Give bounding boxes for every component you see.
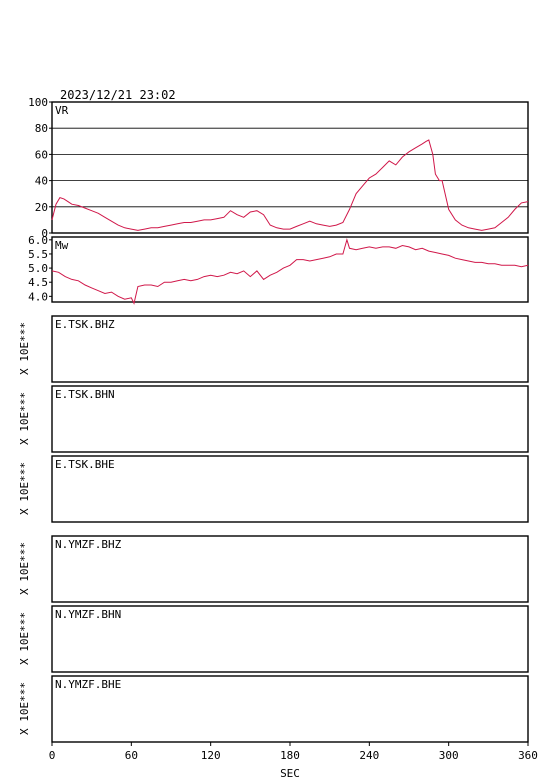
x-axis-label: SEC bbox=[280, 767, 300, 780]
waveform-panel-4: N.YMZF.BHZ X 10E*** bbox=[18, 535, 529, 603]
mw-panel: Mw 6.05.55.04.54.0 bbox=[28, 234, 529, 305]
x-tick-label: 300 bbox=[439, 749, 459, 762]
scale-label: X 10E*** bbox=[18, 392, 31, 445]
x-axis: 0 60 120 180 240 300 360 bbox=[49, 742, 538, 762]
scale-label: X 10E*** bbox=[18, 542, 31, 595]
vr-ytick-label: 40 bbox=[35, 175, 48, 188]
mw-ytick-label: 5.5 bbox=[28, 248, 48, 261]
vr-ytick-label: 80 bbox=[35, 122, 48, 135]
waveform-frame bbox=[51, 455, 529, 523]
vr-title: VR bbox=[55, 104, 69, 117]
scale-label: X 10E*** bbox=[18, 462, 31, 515]
waveform-frame bbox=[51, 535, 529, 603]
waveform-frame bbox=[51, 675, 529, 743]
station-label: E.TSK.BHE bbox=[55, 458, 115, 471]
mw-series-line bbox=[51, 238, 529, 305]
station-label: N.YMZF.BHN bbox=[55, 608, 121, 621]
station-label: E.TSK.BHN bbox=[55, 388, 115, 401]
mw-ytick-label: 4.0 bbox=[28, 290, 48, 303]
mw-ytick-label: 5.0 bbox=[28, 262, 48, 275]
x-tick-label: 180 bbox=[280, 749, 300, 762]
scale-label: X 10E*** bbox=[18, 322, 31, 375]
vr-panel: VR 100 80 60 40 20 0 bbox=[28, 96, 529, 240]
vr-ytick-label: 0 bbox=[41, 227, 48, 240]
vr-frame bbox=[51, 101, 529, 234]
waveform-panel-2: E.TSK.BHN X 10E*** bbox=[18, 385, 529, 453]
mw-ytick-label: 6.0 bbox=[28, 234, 48, 247]
station-label: N.YMZF.BHZ bbox=[55, 538, 122, 551]
mw-frame bbox=[51, 236, 529, 303]
datetime-header: 2023/12/21 23:02 bbox=[60, 88, 176, 102]
x-tick-label: 60 bbox=[125, 749, 138, 762]
vr-series-line bbox=[51, 139, 529, 231]
x-tick-label: 360 bbox=[518, 749, 538, 762]
mw-ytick-label: 4.5 bbox=[28, 276, 48, 289]
vr-ytick-label: 20 bbox=[35, 201, 48, 214]
waveform-panel-6: N.YMZF.BHE X 10E*** bbox=[18, 675, 529, 743]
x-tick-label: 0 bbox=[49, 749, 56, 762]
scale-label: X 10E*** bbox=[18, 682, 31, 735]
waveform-panel-5: N.YMZF.BHN X 10E*** bbox=[18, 605, 529, 673]
x-tick-label: 240 bbox=[359, 749, 379, 762]
waveform-frame bbox=[51, 605, 529, 673]
x-tick-label: 120 bbox=[201, 749, 221, 762]
vr-ytick-label: 100 bbox=[28, 96, 48, 109]
mw-title: Mw bbox=[55, 239, 69, 252]
scale-label: X 10E*** bbox=[18, 612, 31, 665]
waveform-panel-1: E.TSK.BHZ X 10E*** bbox=[18, 315, 529, 383]
station-label: E.TSK.BHZ bbox=[55, 318, 115, 331]
waveform-frame bbox=[51, 315, 529, 383]
station-label: N.YMZF.BHE bbox=[55, 678, 121, 691]
waveform-frame bbox=[51, 385, 529, 453]
vr-ytick-label: 60 bbox=[35, 148, 48, 161]
waveform-panel-3: E.TSK.BHE X 10E*** bbox=[18, 455, 529, 523]
